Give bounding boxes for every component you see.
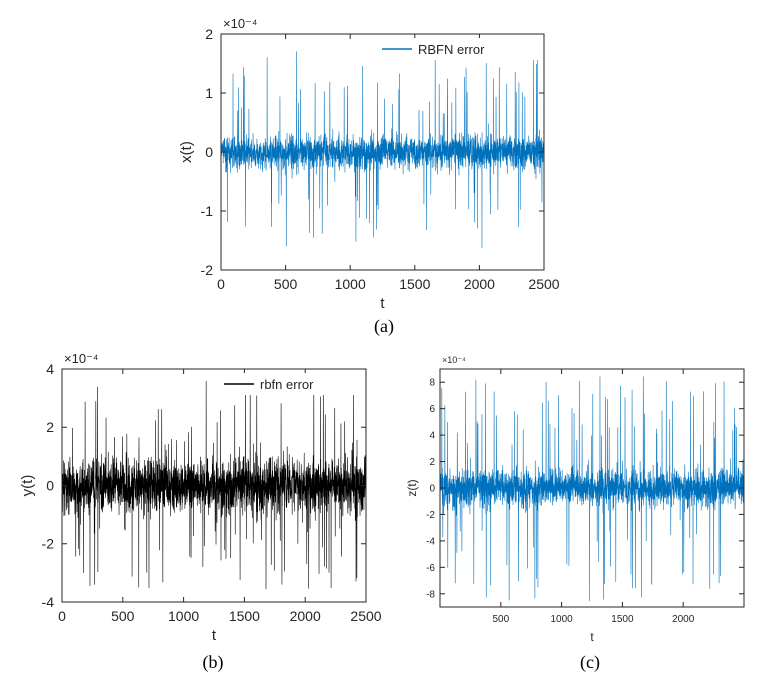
- x-tick-label: 500: [492, 614, 509, 625]
- x-tick-label: 2000: [464, 276, 495, 292]
- y-tick-label: 0: [46, 477, 54, 493]
- x-axis-label: t: [590, 630, 594, 644]
- y-axis-label: z(t): [405, 479, 419, 496]
- x-tick-label: 0: [58, 608, 66, 624]
- x-tick-label: 1500: [611, 614, 634, 625]
- y-tick-label: -4: [42, 594, 55, 610]
- y-tick-label: -6: [426, 563, 435, 574]
- x-tick-label: 2500: [350, 608, 381, 624]
- y-tick-label: 2: [205, 26, 213, 42]
- x-axis-label: t: [380, 295, 385, 312]
- y-tick-label: 4: [429, 431, 435, 442]
- y-tick-label: 4: [46, 361, 54, 377]
- y-axis-label: x(t): [178, 141, 195, 163]
- legend-label: rbfn error: [260, 377, 314, 392]
- x-tick-label: 2000: [290, 608, 321, 624]
- y-tick-label: -1: [201, 203, 214, 219]
- x-tick-label: 500: [111, 608, 135, 624]
- y-tick-label: 1: [205, 85, 213, 101]
- y-tick-label: 2: [46, 419, 54, 435]
- y-tick-label: -2: [426, 510, 435, 521]
- y-tick-label: 2: [429, 457, 435, 468]
- axis-exponent: ×10⁻⁴: [442, 355, 466, 365]
- panel-caption: (b): [203, 652, 224, 673]
- x-tick-label: 1500: [399, 276, 430, 292]
- y-tick-label: 8: [429, 378, 435, 389]
- series-line: [439, 376, 745, 602]
- legend-box: [374, 38, 540, 60]
- chart-panel-2: 0 500 1000 1500 2000 2500 -4 -2 0 2 4 ×10⁻⁴ t y(t) rbf…: [19, 351, 382, 673]
- x-tick-label: 2000: [672, 614, 695, 625]
- y-tick-label: -2: [201, 262, 214, 278]
- x-tick-label: 0: [217, 276, 225, 292]
- legend-label: RBFN error: [418, 42, 485, 57]
- y-axis-label: y(t): [19, 475, 36, 497]
- chart-panel-1: 0 500 1000 1500 2000 2500 -2 -1 0 1 2 ×10⁻⁴ t x(t) RBF…: [178, 16, 560, 337]
- y-tick-label: -8: [426, 589, 435, 600]
- x-tick-label: 1000: [550, 614, 573, 625]
- x-tick-label: 2500: [528, 276, 559, 292]
- panel-caption: (c): [580, 652, 600, 673]
- x-tick-label: 500: [274, 276, 298, 292]
- panel-caption: (a): [374, 316, 394, 337]
- chart-panel-3: 500 1000 1500 2000 -8 -6 -4 -2 0 2 4 6 8 ×10⁻⁴ t z(t) (c…: [405, 355, 745, 673]
- x-tick-label: 1000: [168, 608, 199, 624]
- legend-box: [216, 373, 362, 395]
- y-tick-label: -2: [42, 536, 55, 552]
- axis-exponent: ×10⁻⁴: [223, 16, 258, 31]
- series-line: [220, 51, 545, 249]
- y-tick-label: -4: [426, 536, 435, 547]
- y-tick-label: 0: [429, 484, 435, 495]
- y-tick-label: 6: [429, 404, 435, 415]
- axis-exponent: ×10⁻⁴: [64, 351, 99, 366]
- x-tick-label: 1000: [335, 276, 366, 292]
- series-line: [61, 380, 367, 590]
- x-axis-label: t: [212, 627, 217, 644]
- x-tick-label: 1500: [229, 608, 260, 624]
- y-tick-label: 0: [205, 144, 213, 160]
